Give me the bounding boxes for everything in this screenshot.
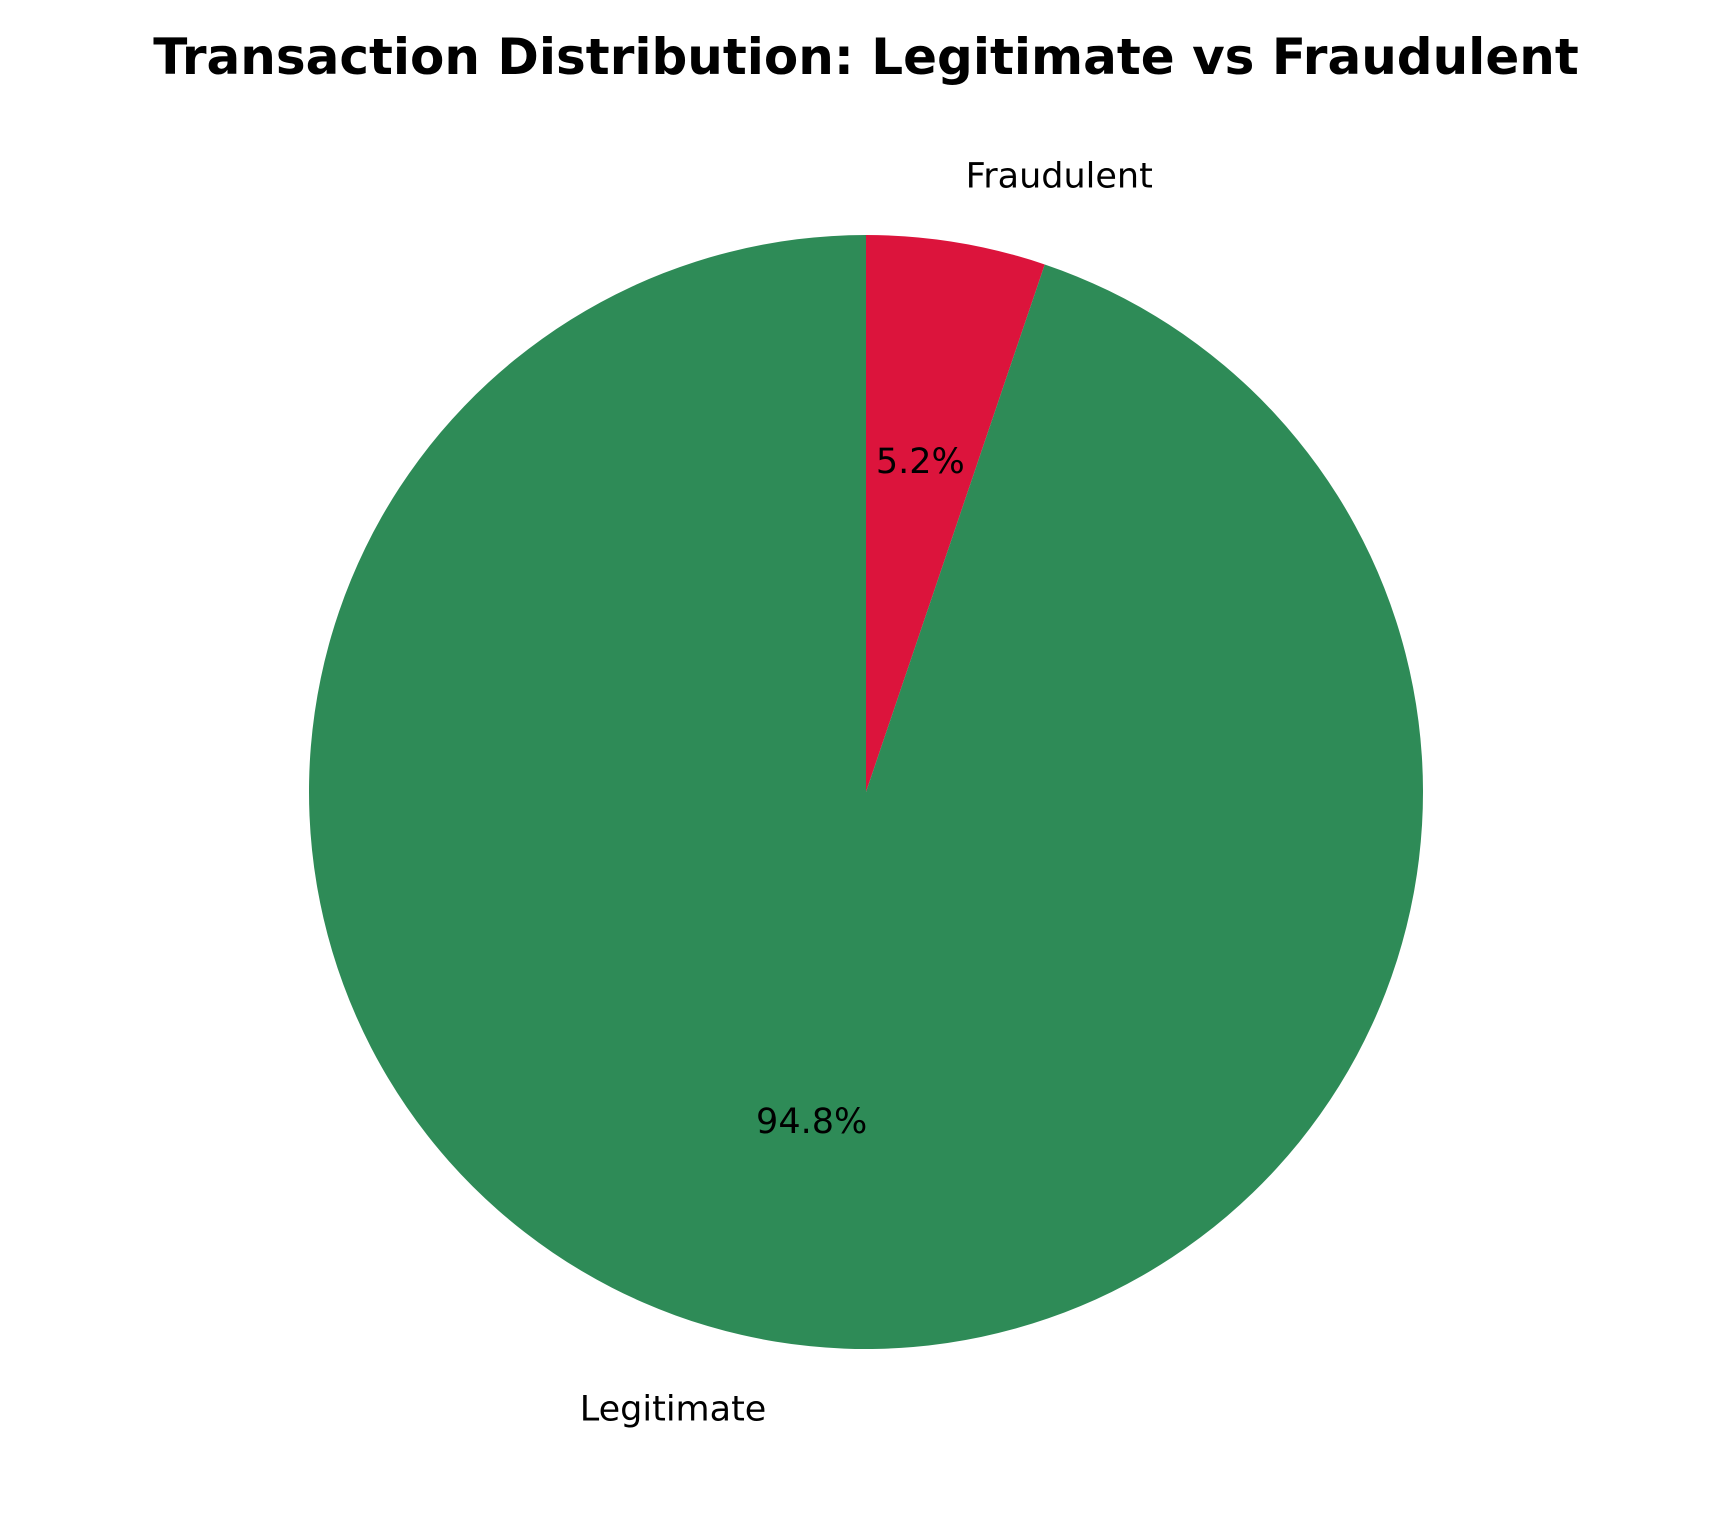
- chart-title: Transaction Distribution: Legitimate vs …: [153, 28, 1578, 86]
- slice-label-fraudulent: Fraudulent: [966, 156, 1153, 196]
- slice-label-legitimate: Legitimate: [580, 1390, 767, 1430]
- pct-label-legitimate: 94.8%: [756, 1102, 867, 1142]
- pct-label-fraudulent: 5.2%: [876, 442, 965, 482]
- pie-slice-fraudulent: [866, 235, 1045, 792]
- pie-labels: Fraudulent 5.2% Legitimate 94.8%: [580, 156, 1153, 1429]
- pie-slices: [309, 235, 1424, 1349]
- pie-slice-legitimate: [309, 235, 1424, 1349]
